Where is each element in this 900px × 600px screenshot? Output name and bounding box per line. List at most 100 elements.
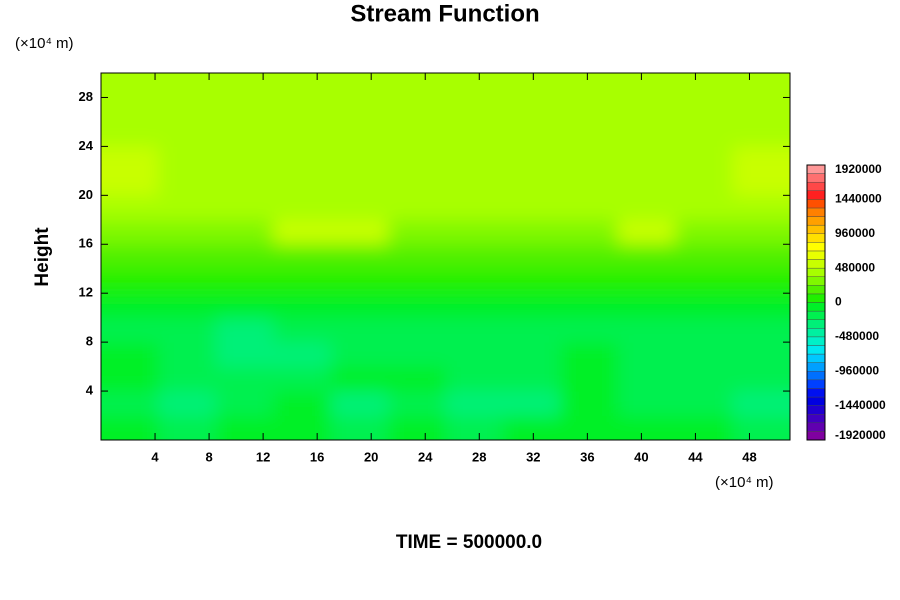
field-cell [388,342,446,368]
field-cell [732,317,790,343]
field-cell [560,317,619,343]
colorbar-band [806,216,826,226]
x-tick-label: 32 [526,449,540,464]
field-cell [502,268,561,294]
field-cell [617,146,676,172]
field-cell [273,121,332,147]
field-cell [101,342,159,368]
field-cell [388,244,446,270]
field-cell [330,415,389,440]
field-cell [617,195,676,221]
field-cell [273,195,332,221]
y-tick-label: 12 [79,285,93,300]
field-cell [560,121,619,147]
field-cell [502,170,561,196]
field-cell [502,219,561,245]
footer: TIME = 500000.0 [396,532,542,553]
field-cell [675,391,734,417]
field-cell [675,317,734,343]
field-cell [502,146,561,172]
field-cell [560,195,619,221]
plot-frame [100,72,791,441]
colorbar-band [806,431,826,441]
field-cell [215,97,274,123]
field-cell [101,195,159,221]
y-tick-label: 20 [79,187,93,202]
colorbar-band [806,293,826,303]
field-cell [560,342,619,368]
colorbar-band [806,259,826,269]
field-cell [617,391,676,417]
field-cell [330,195,389,221]
field-cell [617,219,676,245]
x-tick-label: 24 [418,449,433,464]
field-cell [330,293,389,319]
field-cell [617,170,676,196]
field-cell [388,293,446,319]
colorbar-frame [806,164,826,441]
colorbar-band [806,379,826,389]
field-cell [675,342,734,368]
colorbar-band [806,422,826,432]
field-cell [273,97,332,123]
field-cell [732,146,790,172]
field-cell [101,366,159,392]
field-cell [560,293,619,319]
field-cell [445,73,504,98]
colorbar-band [806,199,826,209]
field-cell [502,415,561,440]
field-cells [101,73,790,440]
y-tick-label: 16 [79,236,93,251]
field-cell [502,293,561,319]
field-cell [675,121,734,147]
colorbar-band [806,362,826,372]
colorbar-band [806,164,826,174]
y-tick-label: 28 [79,89,93,104]
field-cell [101,415,159,440]
field-cell [273,415,332,440]
field-cell [215,219,274,245]
field-cell [388,170,446,196]
field-cell [445,146,504,172]
field-cell [445,170,504,196]
field-cell [732,170,790,196]
field-cell [560,219,619,245]
colorbar-band [806,267,826,277]
colorbar-band [806,371,826,381]
field-cell [445,219,504,245]
field-cell [502,195,561,221]
field-cell [388,195,446,221]
field-cell [445,195,504,221]
colorbar-band [806,285,826,295]
field-cell [158,121,217,147]
field-cell [273,146,332,172]
field-cell [158,146,217,172]
field-cell [215,121,274,147]
colorbar-band [806,336,826,346]
field [101,73,790,440]
x-tick-label: 48 [742,449,756,464]
colorbar-label: 1440000 [835,192,882,206]
field-cell [617,244,676,270]
field-cell [273,366,332,392]
field-cell [158,342,217,368]
y-axis-label: Height [32,227,53,287]
x-tick-label: 44 [688,449,703,464]
field-cell [675,97,734,123]
x-unit: (×10⁴ m) [715,474,774,491]
field-cell [215,170,274,196]
field-cell [445,317,504,343]
field-cell [215,293,274,319]
field-cell [675,415,734,440]
field-cell [215,268,274,294]
field-cell [617,415,676,440]
colorbar-label: -1440000 [835,398,886,412]
field-cell [215,415,274,440]
field-cell [273,244,332,270]
colorbar-band [806,190,826,200]
colorbar-band [806,345,826,355]
field-cell [445,366,504,392]
colorbar-band [806,319,826,329]
field-cell [732,244,790,270]
field-cell [273,219,332,245]
